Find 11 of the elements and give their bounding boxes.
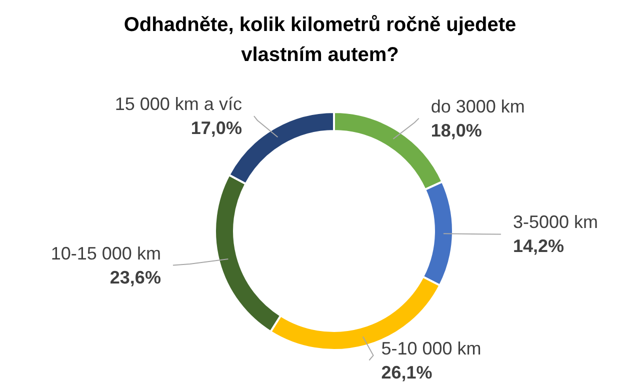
data-label: 18,0% [430,120,482,140]
slice-label: do 3000 km [430,96,525,116]
data-label: 23,6% [110,267,161,288]
slice-label: 10-15 000 km [50,243,161,264]
slice-label: 5-10 000 km [381,338,482,358]
data-label: 14,2% [512,236,564,256]
data-label: 17,0% [190,118,242,138]
slice-label: 3-5000 km [512,212,598,232]
data-label: 26,1% [381,362,432,382]
chart-title: Odhadněte, kolik kilometrů ročně ujedete vlastním autem? [122,13,518,68]
slice-label: 15 000 km a víc [114,94,242,114]
